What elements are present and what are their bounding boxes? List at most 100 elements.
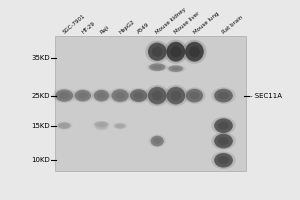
Ellipse shape bbox=[53, 88, 76, 103]
Ellipse shape bbox=[111, 90, 129, 101]
Ellipse shape bbox=[168, 66, 183, 72]
Ellipse shape bbox=[92, 89, 111, 103]
Ellipse shape bbox=[170, 46, 182, 57]
Ellipse shape bbox=[94, 122, 108, 127]
Text: Mouse lung: Mouse lung bbox=[192, 11, 220, 35]
Ellipse shape bbox=[186, 89, 203, 103]
Ellipse shape bbox=[152, 65, 162, 69]
Ellipse shape bbox=[114, 123, 126, 129]
Ellipse shape bbox=[130, 89, 147, 102]
Text: Mouse kidney: Mouse kidney bbox=[155, 7, 188, 35]
Ellipse shape bbox=[109, 88, 131, 103]
Ellipse shape bbox=[185, 43, 204, 61]
Ellipse shape bbox=[94, 90, 109, 101]
Text: SGC-7901: SGC-7901 bbox=[62, 13, 86, 35]
Text: 15KD: 15KD bbox=[32, 123, 50, 129]
Ellipse shape bbox=[97, 123, 106, 126]
Ellipse shape bbox=[148, 87, 167, 105]
Ellipse shape bbox=[218, 122, 229, 130]
Ellipse shape bbox=[186, 89, 203, 102]
Ellipse shape bbox=[167, 88, 185, 104]
Ellipse shape bbox=[214, 119, 233, 132]
Text: - SEC11A: - SEC11A bbox=[250, 93, 282, 99]
Text: Raji: Raji bbox=[99, 24, 110, 35]
Text: 10KD: 10KD bbox=[32, 157, 50, 163]
Ellipse shape bbox=[218, 156, 229, 164]
Ellipse shape bbox=[214, 153, 233, 168]
Ellipse shape bbox=[56, 89, 73, 102]
Ellipse shape bbox=[189, 46, 200, 57]
Text: A549: A549 bbox=[136, 22, 151, 35]
Ellipse shape bbox=[115, 92, 125, 99]
Ellipse shape bbox=[167, 43, 185, 61]
Ellipse shape bbox=[151, 136, 164, 146]
Ellipse shape bbox=[94, 125, 109, 130]
Ellipse shape bbox=[214, 89, 233, 103]
Ellipse shape bbox=[149, 135, 166, 148]
Ellipse shape bbox=[114, 123, 126, 128]
Ellipse shape bbox=[96, 125, 107, 130]
Ellipse shape bbox=[148, 42, 167, 61]
Ellipse shape bbox=[212, 87, 236, 104]
Ellipse shape bbox=[214, 89, 233, 102]
Ellipse shape bbox=[167, 42, 185, 62]
Ellipse shape bbox=[149, 64, 165, 71]
Ellipse shape bbox=[145, 41, 169, 63]
Ellipse shape bbox=[214, 154, 233, 167]
Ellipse shape bbox=[152, 91, 163, 101]
Ellipse shape bbox=[60, 124, 68, 128]
Ellipse shape bbox=[218, 92, 229, 99]
Ellipse shape bbox=[72, 89, 93, 103]
Ellipse shape bbox=[166, 65, 185, 73]
Ellipse shape bbox=[214, 134, 233, 148]
Ellipse shape bbox=[153, 138, 161, 144]
Ellipse shape bbox=[112, 123, 128, 129]
Text: HepG2: HepG2 bbox=[118, 19, 136, 35]
Text: Rat brain: Rat brain bbox=[221, 15, 244, 35]
Ellipse shape bbox=[183, 87, 206, 104]
Ellipse shape bbox=[128, 88, 150, 103]
Ellipse shape bbox=[212, 132, 236, 150]
Ellipse shape bbox=[75, 90, 91, 101]
Ellipse shape bbox=[182, 40, 206, 64]
Ellipse shape bbox=[94, 121, 108, 127]
Ellipse shape bbox=[167, 87, 185, 105]
Ellipse shape bbox=[212, 117, 236, 135]
Ellipse shape bbox=[97, 92, 106, 99]
Ellipse shape bbox=[94, 90, 109, 101]
Text: HT-29: HT-29 bbox=[81, 21, 96, 35]
Ellipse shape bbox=[58, 122, 71, 129]
Ellipse shape bbox=[214, 134, 233, 148]
Ellipse shape bbox=[164, 85, 188, 106]
Ellipse shape bbox=[58, 123, 71, 129]
Ellipse shape bbox=[170, 91, 182, 101]
Text: Mouse liver: Mouse liver bbox=[174, 11, 201, 35]
Ellipse shape bbox=[214, 118, 233, 133]
Ellipse shape bbox=[116, 124, 124, 127]
Ellipse shape bbox=[92, 121, 110, 128]
Ellipse shape bbox=[189, 92, 200, 99]
FancyBboxPatch shape bbox=[55, 36, 246, 171]
Ellipse shape bbox=[56, 122, 73, 130]
Ellipse shape bbox=[59, 92, 70, 99]
Ellipse shape bbox=[149, 63, 165, 71]
Ellipse shape bbox=[148, 43, 167, 60]
Ellipse shape bbox=[145, 85, 169, 106]
Ellipse shape bbox=[111, 89, 129, 102]
Ellipse shape bbox=[151, 136, 164, 146]
Ellipse shape bbox=[212, 151, 236, 169]
Ellipse shape bbox=[134, 92, 144, 99]
Ellipse shape bbox=[218, 137, 229, 145]
Ellipse shape bbox=[152, 47, 163, 57]
Ellipse shape bbox=[98, 126, 105, 129]
Ellipse shape bbox=[147, 62, 168, 72]
Ellipse shape bbox=[185, 42, 204, 62]
Ellipse shape bbox=[75, 90, 91, 101]
Ellipse shape bbox=[56, 90, 73, 101]
Ellipse shape bbox=[164, 40, 188, 64]
Ellipse shape bbox=[96, 125, 107, 130]
Text: 25KD: 25KD bbox=[32, 93, 50, 99]
Ellipse shape bbox=[148, 88, 167, 104]
Text: 35KD: 35KD bbox=[32, 55, 50, 61]
Ellipse shape bbox=[78, 92, 88, 99]
